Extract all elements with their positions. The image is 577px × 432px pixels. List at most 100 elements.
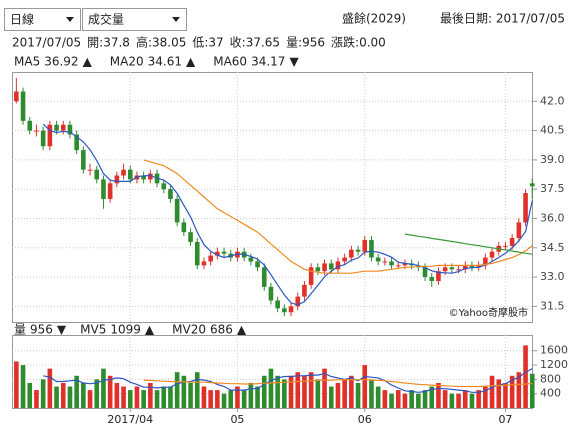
volume-bar: [349, 375, 354, 408]
candle-body: [503, 245, 508, 247]
candle-body: [181, 222, 187, 233]
volume-bar: [402, 393, 408, 408]
candle-body: [456, 269, 461, 271]
candle-body: [308, 267, 314, 285]
y-tick-label: 400: [540, 387, 561, 400]
moving-average-line: [143, 159, 533, 274]
volume-bar: [308, 372, 314, 408]
candle-body: [288, 306, 294, 313]
volume-bar: [355, 382, 361, 408]
x-tick-label: 2017/04: [107, 413, 153, 426]
volume-bar: [194, 372, 200, 408]
candle-body: [483, 257, 488, 266]
candle-body: [40, 130, 46, 147]
volume-bar: [201, 386, 207, 408]
period-select[interactable]: 日線: [4, 8, 81, 31]
candle-body: [268, 286, 274, 301]
candle-body: [248, 257, 254, 262]
volume-bar: [295, 372, 301, 408]
candle-body: [315, 267, 321, 272]
volume-bar: [436, 382, 441, 408]
volume-bar: [282, 379, 287, 408]
legend-label: MA20: [110, 55, 144, 69]
indicator-select[interactable]: 成交量: [82, 8, 187, 31]
volume-bar: [529, 373, 535, 408]
legend-value: 956: [30, 323, 53, 337]
y-tick-label: 34.5: [540, 241, 565, 254]
candle-body: [509, 238, 515, 246]
candle-body: [375, 257, 381, 262]
volume-bar: [261, 375, 267, 408]
volume-bar: [369, 379, 374, 408]
volume-bar: [181, 375, 187, 408]
select-text[interactable]: 成交量: [88, 12, 124, 27]
y-axis: 31.5 33.0 34.5 36.0 37.5 39.0 40.5 42.0: [540, 94, 565, 312]
volume-bar: [416, 393, 421, 408]
volume-bar: [456, 393, 461, 408]
volume-bar: [107, 375, 113, 408]
x-tick-label: 07: [498, 413, 512, 426]
candle-body: [20, 91, 26, 121]
candle-body: [221, 251, 227, 254]
candle-body: [188, 232, 193, 242]
volume-bar: [154, 390, 160, 408]
candle-body: [295, 296, 301, 307]
candle-body: [523, 193, 528, 223]
volume-bar: [188, 382, 193, 408]
moving-average-line: [42, 123, 533, 306]
y-tick-label: 1600: [540, 344, 568, 357]
candle-body: [302, 284, 307, 297]
candle-body: [134, 175, 140, 180]
stock-name: 盛餘(2029): [342, 11, 406, 26]
volume-bar: [235, 386, 240, 408]
select-text[interactable]: 日線: [10, 12, 34, 27]
candle-body: [215, 251, 220, 256]
moving-average-line: [43, 368, 533, 393]
volume-bar: [141, 390, 146, 408]
volume-bar: [114, 382, 120, 408]
select-box[interactable]: [82, 8, 187, 31]
candle-body: [328, 263, 334, 270]
candle-body: [476, 265, 481, 268]
volume-bar: [302, 375, 307, 408]
candle-body: [74, 134, 79, 151]
candle-body: [201, 261, 207, 266]
volume-bar: [168, 386, 173, 408]
volume-bar: [516, 372, 522, 408]
candle-body: [469, 265, 475, 268]
candle-body: [449, 267, 455, 270]
volume-bar: [27, 382, 33, 408]
candle-body: [369, 239, 374, 258]
volume-bar: [322, 368, 327, 408]
legend-trend: ▲: [83, 55, 93, 69]
legend-value: 1099: [110, 323, 141, 337]
select-arrow[interactable]: [172, 17, 180, 22]
candle-body: [114, 175, 120, 184]
candle-body: [60, 124, 66, 131]
candle-body: [529, 183, 535, 187]
candle-body: [335, 261, 341, 270]
candle-body: [322, 263, 327, 272]
candle-body: [174, 198, 180, 223]
volume-bar: [248, 382, 254, 408]
volume-bar: [208, 390, 213, 408]
volume-bar: [375, 386, 381, 408]
candle-body: [54, 124, 59, 131]
candle-body: [81, 150, 86, 170]
volume-bar: [335, 382, 341, 408]
y-tick-label: 800: [540, 372, 561, 385]
candle-body: [282, 308, 287, 313]
candle-body: [47, 124, 53, 147]
moving-average-line: [143, 379, 533, 388]
select-box[interactable]: [4, 8, 81, 31]
y-tick-label: 39.0: [540, 153, 565, 166]
candle-body: [107, 183, 113, 199]
info-item: 2017/07/05: [12, 36, 81, 50]
legend-trend: ▲: [237, 323, 247, 337]
volume-bar: [20, 365, 26, 408]
volume-bar: [476, 390, 481, 408]
legend-value: 36.92: [44, 55, 78, 69]
volume-bar: [40, 379, 46, 408]
select-arrow[interactable]: [66, 17, 74, 22]
volume-bar: [127, 390, 133, 408]
